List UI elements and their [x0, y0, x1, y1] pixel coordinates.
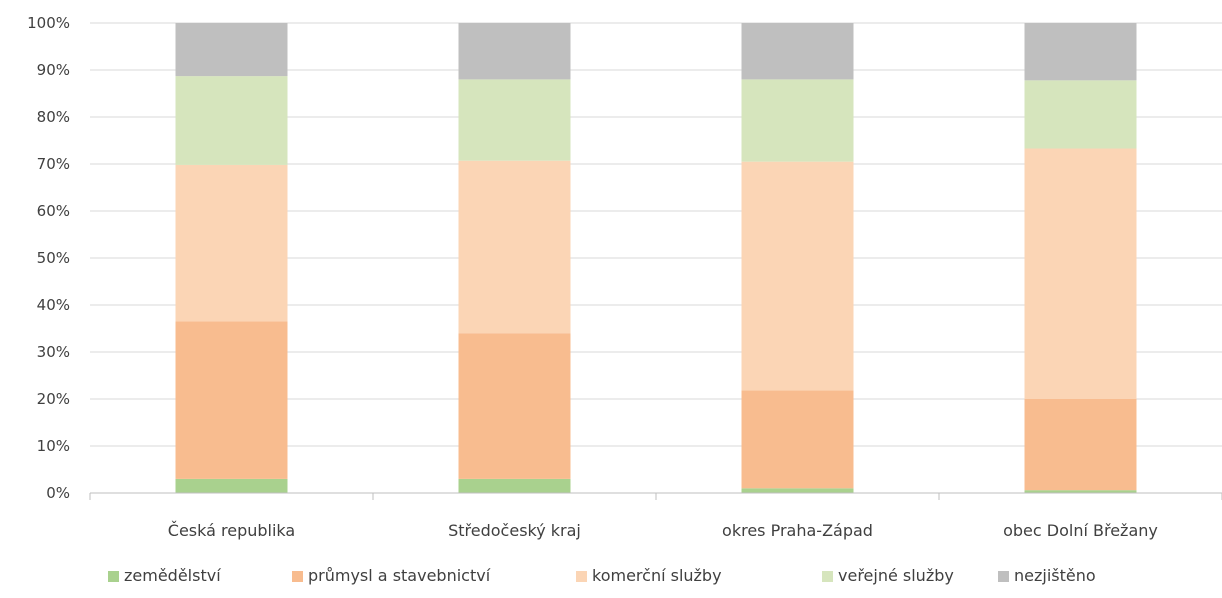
y-tick-label: 40% [37, 296, 70, 314]
bar-segment [458, 23, 571, 80]
bar-segment [175, 164, 288, 322]
legend-label: zemědělství [124, 566, 221, 585]
bar-segment [741, 390, 854, 489]
legend-swatch [108, 571, 119, 582]
bar-segment [458, 478, 571, 493]
bar-segment [175, 321, 288, 479]
bar-segment [175, 76, 288, 165]
x-axis [89, 492, 1222, 500]
bar-segment [741, 79, 854, 162]
x-axis-category-labels: Česká republika Středočeský kraj okres Pra… [168, 521, 1158, 540]
legend: zemědělství průmysl a stavebnictví komerčn… [108, 566, 1096, 585]
bar-segment [1024, 148, 1137, 399]
bar-segment [458, 79, 571, 161]
y-tick-label: 80% [37, 108, 70, 126]
bar-segment [458, 333, 571, 479]
legend-swatch [292, 571, 303, 582]
x-category-label: okres Praha-Západ [722, 521, 873, 540]
bar-segment [175, 23, 288, 77]
y-tick-label: 0% [46, 484, 70, 502]
x-category-label: Středočeský kraj [448, 521, 581, 540]
legend-label: veřejné služby [838, 566, 954, 585]
y-axis-tick-labels: 0% 10% 20% 30% 40% 50% 60% 70% 80% 90% 100% [27, 14, 70, 502]
legend-label: průmysl a stavebnictví [308, 566, 491, 585]
y-tick-label: 60% [37, 202, 70, 220]
legend-swatch [576, 571, 587, 582]
x-category-label: Česká republika [168, 521, 295, 540]
bar-segment [741, 488, 854, 493]
y-tick-label: 100% [27, 14, 70, 32]
legend-swatch [998, 571, 1009, 582]
bar-segment [741, 23, 854, 80]
y-tick-label: 30% [37, 343, 70, 361]
y-tick-label: 90% [37, 61, 70, 79]
bar-segment [175, 478, 288, 493]
y-tick-label: 70% [37, 155, 70, 173]
y-tick-label: 10% [37, 437, 70, 455]
legend-label: nezjištěno [1014, 566, 1096, 585]
y-tick-label: 20% [37, 390, 70, 408]
bar-segment [1024, 80, 1137, 149]
bar-segment [741, 161, 854, 391]
legend-swatch [822, 571, 833, 582]
bar-segment [458, 160, 571, 334]
bar-segment [1024, 399, 1137, 491]
bars [175, 23, 1137, 493]
y-tick-label: 50% [37, 249, 70, 267]
x-category-label: obec Dolní Břežany [1003, 521, 1158, 540]
bar-segment [1024, 490, 1137, 493]
bar-segment [1024, 23, 1137, 81]
legend-label: komerční služby [592, 566, 722, 585]
